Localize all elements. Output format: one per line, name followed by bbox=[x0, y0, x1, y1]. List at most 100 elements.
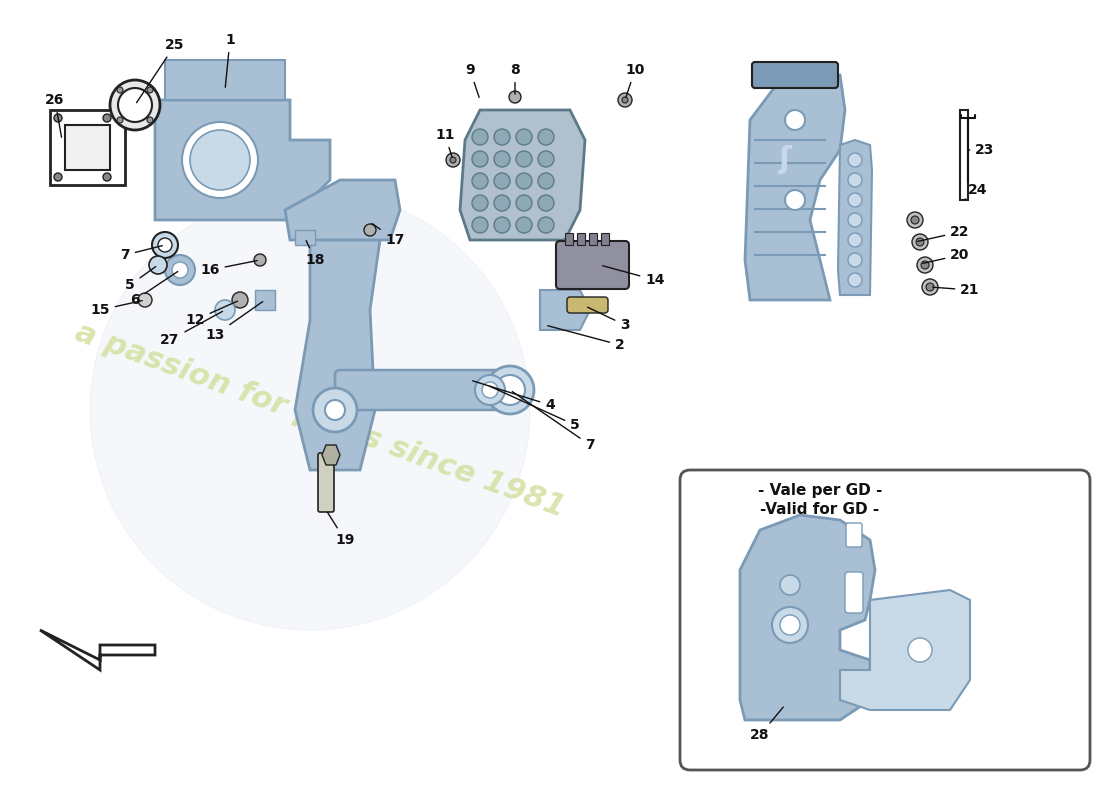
Text: 4: 4 bbox=[473, 381, 554, 412]
Circle shape bbox=[90, 190, 530, 630]
Circle shape bbox=[785, 190, 805, 210]
Text: 20: 20 bbox=[923, 248, 970, 263]
FancyBboxPatch shape bbox=[565, 233, 573, 245]
Circle shape bbox=[232, 292, 248, 308]
FancyBboxPatch shape bbox=[601, 233, 609, 245]
Circle shape bbox=[103, 173, 111, 181]
FancyBboxPatch shape bbox=[845, 572, 864, 613]
Circle shape bbox=[618, 93, 632, 107]
FancyBboxPatch shape bbox=[65, 125, 110, 170]
Polygon shape bbox=[840, 590, 970, 710]
FancyBboxPatch shape bbox=[50, 110, 125, 185]
FancyBboxPatch shape bbox=[588, 233, 597, 245]
Circle shape bbox=[494, 195, 510, 211]
Text: 5: 5 bbox=[490, 386, 580, 432]
Polygon shape bbox=[155, 100, 330, 220]
Circle shape bbox=[908, 212, 923, 228]
Circle shape bbox=[138, 293, 152, 307]
Circle shape bbox=[472, 173, 488, 189]
Circle shape bbox=[516, 129, 532, 145]
Circle shape bbox=[538, 151, 554, 167]
Circle shape bbox=[516, 217, 532, 233]
Text: 2: 2 bbox=[548, 326, 625, 352]
Text: -Valid for GD -: -Valid for GD - bbox=[760, 502, 880, 518]
Circle shape bbox=[148, 256, 167, 274]
Circle shape bbox=[785, 110, 805, 130]
Circle shape bbox=[495, 375, 525, 405]
Circle shape bbox=[772, 607, 808, 643]
Text: 21: 21 bbox=[933, 283, 980, 297]
Text: 17: 17 bbox=[372, 224, 405, 247]
Circle shape bbox=[848, 273, 862, 287]
Circle shape bbox=[482, 382, 498, 398]
Circle shape bbox=[472, 195, 488, 211]
Text: 5: 5 bbox=[125, 266, 156, 292]
Circle shape bbox=[152, 232, 178, 258]
Text: 7: 7 bbox=[513, 391, 595, 452]
Text: 6: 6 bbox=[130, 271, 178, 307]
Circle shape bbox=[516, 173, 532, 189]
Circle shape bbox=[908, 638, 932, 662]
Circle shape bbox=[926, 283, 934, 291]
Text: 24: 24 bbox=[964, 183, 988, 200]
Text: 18: 18 bbox=[306, 241, 324, 267]
Polygon shape bbox=[838, 140, 872, 295]
Text: 28: 28 bbox=[750, 707, 783, 742]
Circle shape bbox=[254, 254, 266, 266]
Circle shape bbox=[172, 262, 188, 278]
Circle shape bbox=[538, 129, 554, 145]
Circle shape bbox=[921, 261, 929, 269]
Circle shape bbox=[103, 114, 111, 122]
Text: 1: 1 bbox=[226, 33, 235, 87]
Circle shape bbox=[165, 255, 195, 285]
Text: 22: 22 bbox=[917, 225, 970, 242]
Circle shape bbox=[190, 130, 250, 190]
Circle shape bbox=[472, 217, 488, 233]
Circle shape bbox=[158, 238, 172, 252]
Circle shape bbox=[475, 375, 505, 405]
FancyBboxPatch shape bbox=[752, 62, 838, 88]
Text: 19: 19 bbox=[328, 512, 354, 547]
Circle shape bbox=[494, 217, 510, 233]
Circle shape bbox=[780, 615, 800, 635]
Circle shape bbox=[911, 216, 918, 224]
Polygon shape bbox=[285, 180, 400, 240]
Text: 13: 13 bbox=[206, 302, 263, 342]
FancyBboxPatch shape bbox=[566, 297, 608, 313]
Circle shape bbox=[516, 151, 532, 167]
FancyBboxPatch shape bbox=[556, 241, 629, 289]
Polygon shape bbox=[255, 290, 275, 310]
Text: 25: 25 bbox=[136, 38, 185, 102]
Circle shape bbox=[848, 213, 862, 227]
Circle shape bbox=[450, 157, 456, 163]
FancyBboxPatch shape bbox=[578, 233, 585, 245]
Polygon shape bbox=[740, 515, 874, 720]
Text: 16: 16 bbox=[200, 261, 257, 277]
Circle shape bbox=[117, 117, 123, 123]
FancyBboxPatch shape bbox=[680, 470, 1090, 770]
Circle shape bbox=[472, 151, 488, 167]
Text: 8: 8 bbox=[510, 63, 520, 94]
Circle shape bbox=[922, 279, 938, 295]
Text: 11: 11 bbox=[436, 128, 454, 158]
Circle shape bbox=[486, 366, 534, 414]
Polygon shape bbox=[540, 290, 590, 330]
Circle shape bbox=[314, 388, 358, 432]
Text: 7: 7 bbox=[120, 246, 163, 262]
Circle shape bbox=[538, 217, 554, 233]
Circle shape bbox=[494, 129, 510, 145]
Circle shape bbox=[848, 193, 862, 207]
Circle shape bbox=[472, 129, 488, 145]
Text: 23: 23 bbox=[968, 143, 994, 157]
Text: 27: 27 bbox=[161, 311, 222, 347]
FancyBboxPatch shape bbox=[336, 370, 510, 410]
Text: 26: 26 bbox=[45, 93, 65, 138]
FancyBboxPatch shape bbox=[318, 453, 334, 512]
FancyBboxPatch shape bbox=[846, 523, 862, 547]
Circle shape bbox=[214, 300, 235, 320]
Circle shape bbox=[117, 87, 123, 93]
Text: 10: 10 bbox=[625, 63, 645, 98]
Circle shape bbox=[848, 233, 862, 247]
Circle shape bbox=[182, 122, 258, 198]
Text: ʃ: ʃ bbox=[779, 146, 791, 174]
